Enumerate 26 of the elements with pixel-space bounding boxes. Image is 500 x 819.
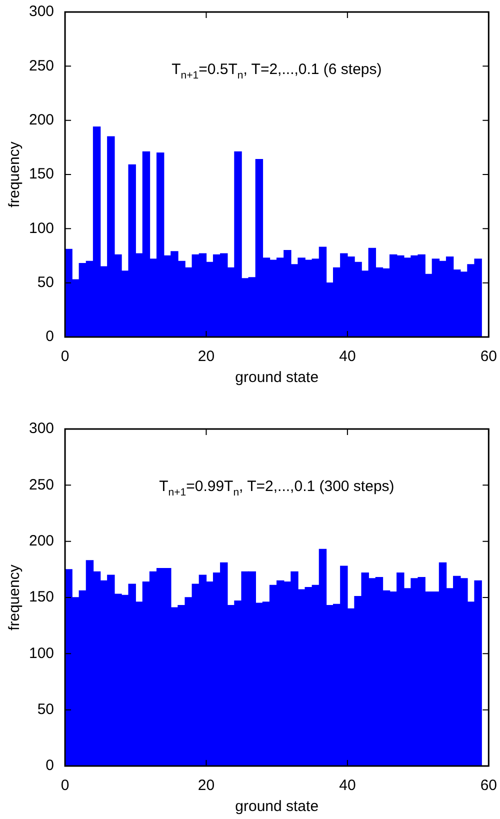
x-tick-label: 40 — [339, 348, 356, 366]
x-tick-label: 0 — [60, 348, 70, 366]
x-tick-label: 60 — [480, 348, 497, 366]
x-tick-label: 40 — [339, 777, 356, 794]
x-axis-title: ground state — [235, 369, 319, 386]
y-tick-label: 50 — [37, 274, 54, 291]
x-axis-title: ground state — [235, 798, 319, 816]
y-tick-label: 150 — [28, 166, 54, 183]
y-tick-label: 200 — [28, 532, 54, 550]
y-tick-label: 50 — [37, 700, 54, 718]
y-axis-title: frequency — [6, 564, 24, 630]
y-axis-title: frequency — [6, 141, 24, 208]
x-tick-label: 20 — [198, 348, 215, 366]
y-tick-label: 150 — [28, 588, 54, 606]
y-tick-label: 300 — [28, 3, 54, 20]
y-tick-label: 250 — [28, 57, 54, 74]
x-tick-label: 0 — [60, 777, 70, 794]
y-tick-label: 0 — [46, 757, 54, 774]
x-tick-label: 60 — [480, 777, 497, 794]
y-tick-label: 100 — [28, 644, 54, 662]
y-tick-label: 200 — [28, 111, 54, 128]
y-tick-label: 100 — [28, 220, 54, 237]
x-tick-label: 20 — [198, 777, 215, 794]
y-tick-label: 0 — [46, 328, 54, 346]
y-tick-label: 300 — [28, 420, 54, 438]
y-tick-label: 250 — [28, 476, 54, 494]
